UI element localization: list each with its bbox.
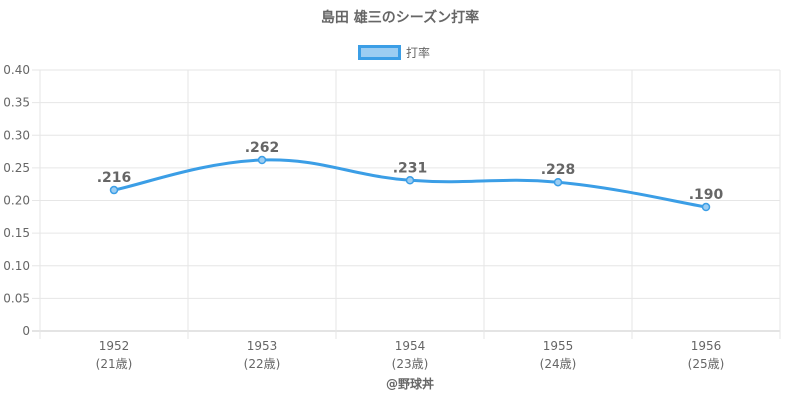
data-label: .190 bbox=[689, 187, 724, 203]
x-tick-label: 1954 bbox=[395, 339, 426, 353]
data-point[interactable] bbox=[109, 185, 119, 195]
legend-label: 打率 bbox=[406, 45, 430, 60]
x-tick-label: 1955 bbox=[543, 339, 574, 353]
data-point[interactable] bbox=[553, 177, 563, 187]
y-tick-label: 0.10 bbox=[3, 259, 30, 273]
data-point[interactable] bbox=[701, 202, 711, 212]
series-batting-average bbox=[109, 155, 711, 212]
chart-title: 島田 雄三のシーズン打率 bbox=[321, 9, 479, 26]
data-point[interactable] bbox=[405, 176, 415, 185]
x-tick-sublabel: (25歳) bbox=[688, 357, 725, 371]
x-tick-sublabel: (22歳) bbox=[244, 357, 281, 371]
data-label: .216 bbox=[97, 170, 132, 186]
credit: @野球丼 bbox=[386, 376, 434, 391]
x-tick-label: 1956 bbox=[691, 339, 722, 353]
x-tick-sublabel: (23歳) bbox=[392, 357, 429, 371]
x-axis: 1952 (21歳) 1953 (22歳) 1954 (23歳) 1955 (24歳) 1956… bbox=[96, 339, 725, 371]
y-tick-label: 0.40 bbox=[3, 63, 30, 77]
x-tick-sublabel: (24歳) bbox=[540, 357, 577, 371]
x-tick-label: 1952 bbox=[99, 339, 130, 353]
x-tick-sublabel: (21歳) bbox=[96, 357, 133, 371]
y-tick-label: 0.05 bbox=[3, 291, 30, 305]
y-tick-label: 0.20 bbox=[3, 194, 30, 208]
y-tick-label: 0.25 bbox=[3, 161, 30, 175]
y-tick-label: 0.15 bbox=[3, 226, 30, 240]
x-tick-label: 1953 bbox=[247, 339, 278, 353]
legend-swatch bbox=[358, 45, 401, 60]
grid bbox=[32, 69, 781, 339]
data-label: .228 bbox=[541, 162, 576, 178]
y-tick-label: 0.30 bbox=[3, 128, 30, 142]
y-tick-label: 0 bbox=[22, 324, 30, 338]
legend[interactable]: 打率 bbox=[358, 45, 431, 60]
data-point[interactable] bbox=[257, 155, 267, 165]
data-label: .262 bbox=[245, 140, 280, 156]
y-axis: 0 0.05 0.10 0.15 0.20 0.25 0.30 0.35 0.40 bbox=[3, 63, 30, 338]
y-tick-label: 0.35 bbox=[3, 96, 30, 110]
data-labels: .216 .262 .231 .228 .190 bbox=[97, 140, 724, 203]
data-label: .231 bbox=[393, 160, 428, 176]
